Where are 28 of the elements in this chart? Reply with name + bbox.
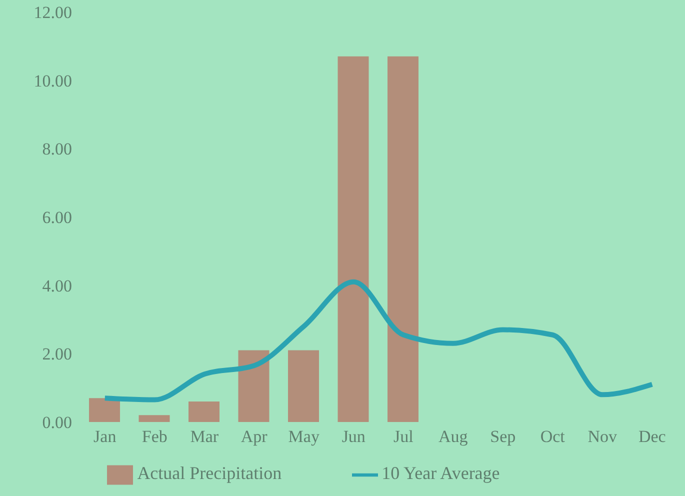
y-tick-label: 0.00 [42,413,72,432]
legend-label: Actual Precipitation [137,463,282,484]
x-tick-label: Jul [393,427,414,446]
x-tick-label: Feb [142,427,168,446]
bar [188,402,220,422]
bar [388,56,418,422]
x-tick-label: Dec [638,427,666,446]
x-tick-label: Nov [588,427,618,446]
x-tick-label: Apr [240,427,268,446]
bar [89,398,120,422]
bar [288,350,319,422]
y-tick-label: 10.00 [34,71,72,90]
x-tick-label: Sep [490,427,516,446]
y-tick-label: 2.00 [42,344,72,364]
x-tick-label: Oct [540,427,566,446]
x-tick-label: Mar [190,427,219,446]
y-tick-label: 4.00 [42,276,72,296]
bar [338,56,369,422]
y-tick-label: 12.00 [34,3,72,22]
x-tick-label: Aug [438,427,468,446]
y-tick-label: 8.00 [42,140,72,159]
bar [238,350,270,422]
x-tick-label: Jan [94,427,117,446]
legend-label: 10 Year Average [382,463,500,484]
x-tick-label: May [288,427,320,446]
bar [138,415,170,422]
x-tick-label: Jun [342,427,366,446]
y-tick-label: 6.00 [42,208,72,228]
